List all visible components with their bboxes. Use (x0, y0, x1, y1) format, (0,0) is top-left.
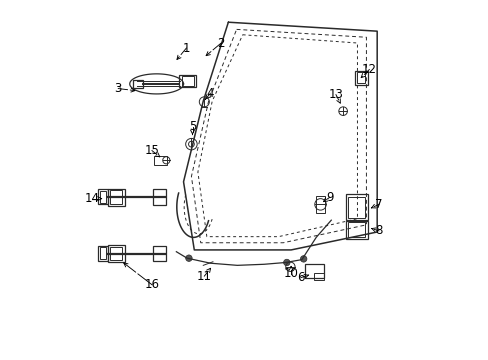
Bar (153, 246, 165, 261)
Text: 14: 14 (84, 192, 100, 205)
Text: 4: 4 (206, 87, 214, 100)
Bar (98, 246, 108, 261)
Text: 3: 3 (114, 82, 122, 95)
Bar (98, 189, 108, 204)
Text: 7: 7 (374, 198, 382, 211)
Text: 10: 10 (283, 267, 298, 280)
Bar (179, 75, 196, 87)
Bar (153, 189, 165, 205)
Bar (354, 71, 367, 85)
Bar (182, 76, 193, 86)
Bar (304, 264, 324, 278)
Bar (348, 222, 364, 237)
Text: 5: 5 (188, 121, 196, 134)
Text: 15: 15 (144, 144, 159, 157)
Bar (132, 80, 142, 88)
Bar (110, 247, 122, 260)
Bar (107, 245, 124, 262)
Text: 8: 8 (374, 224, 382, 238)
Bar (100, 191, 106, 203)
Bar (314, 273, 324, 280)
Text: 6: 6 (297, 271, 305, 284)
Circle shape (185, 255, 192, 261)
Text: 13: 13 (328, 88, 343, 101)
Bar (154, 156, 166, 165)
Text: 1: 1 (183, 41, 190, 54)
Text: 12: 12 (361, 63, 376, 76)
Bar (107, 189, 124, 206)
Text: 9: 9 (325, 191, 333, 204)
Bar (348, 197, 364, 218)
Bar (345, 194, 367, 220)
Text: 2: 2 (217, 36, 224, 50)
Bar (110, 190, 122, 204)
Circle shape (300, 256, 306, 262)
Bar (356, 72, 365, 83)
Text: 11: 11 (197, 270, 211, 283)
Circle shape (283, 259, 289, 266)
Text: 16: 16 (144, 278, 159, 291)
Bar (345, 221, 367, 239)
Bar (100, 247, 106, 259)
Bar (316, 196, 324, 213)
